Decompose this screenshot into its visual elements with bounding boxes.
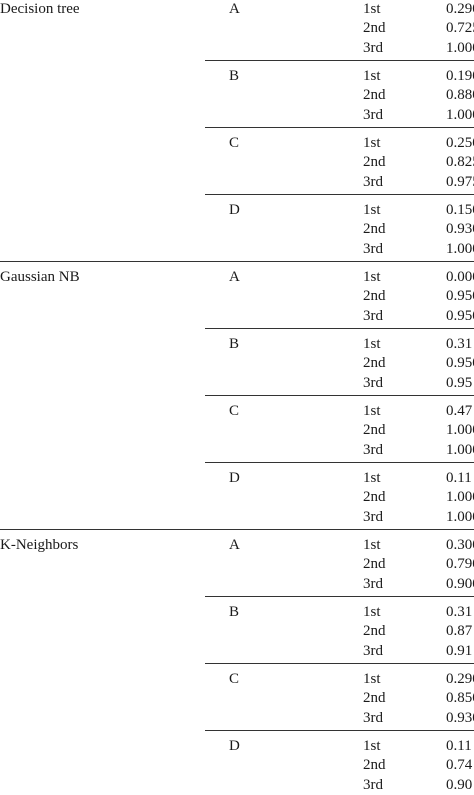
score-value: 0.725 [446, 20, 474, 37]
model-name: Gaussian NB [0, 268, 80, 285]
rank-label: 3rd [363, 240, 383, 257]
rank-label: 1st [363, 1, 381, 17]
rank-label: 1st [363, 737, 381, 754]
rank-label: 3rd [363, 642, 383, 659]
rank-label: 3rd [363, 106, 383, 123]
group-divider [205, 193, 474, 195]
rank-label: 2nd [363, 623, 386, 640]
rank-label: 3rd [363, 39, 383, 56]
group-label: B [229, 603, 240, 620]
group-divider [205, 327, 474, 329]
group-label: A [229, 536, 240, 553]
score-value: 1.000 [446, 39, 474, 56]
rank-label: 2nd [363, 288, 386, 305]
model-name: Decision tree [0, 1, 80, 17]
score-value: 0.91 [446, 642, 473, 659]
score-value: 0.290 [446, 670, 474, 687]
score-value: 0.790 [446, 556, 474, 573]
group-label: D [229, 469, 240, 486]
rank-label: 2nd [363, 489, 386, 506]
group-divider [205, 729, 474, 731]
group-label: B [229, 335, 240, 352]
rank-label: 1st [363, 603, 381, 620]
rank-label: 1st [363, 201, 381, 218]
group-label: D [229, 201, 240, 218]
score-value: 0.47 [446, 402, 473, 419]
rank-label: 3rd [363, 374, 383, 391]
score-value: 0.850 [446, 690, 474, 707]
score-value: 0.825 [446, 154, 474, 171]
rank-label: 2nd [363, 154, 386, 171]
score-value: 1.000 [446, 422, 474, 439]
rank-label: 1st [363, 402, 381, 419]
score-value: 0.900 [446, 575, 474, 592]
score-value: 0.290 [446, 1, 474, 17]
rank-label: 2nd [363, 221, 386, 238]
score-value: 1.000 [446, 106, 474, 123]
group-label: B [229, 67, 240, 84]
rank-label: 1st [363, 134, 381, 151]
rank-label: 1st [363, 335, 381, 352]
model-divider [0, 528, 474, 530]
group-divider [205, 595, 474, 597]
score-value: 0.74 [446, 757, 473, 774]
score-value: 0.930 [446, 709, 474, 726]
score-value: 0.950 [446, 288, 474, 305]
group-divider [205, 662, 474, 664]
rank-label: 1st [363, 67, 381, 84]
score-value: 0.950 [446, 355, 474, 372]
score-value: 0.11 [446, 469, 472, 486]
score-value: 0.31 [446, 335, 473, 352]
score-value: 0.190 [446, 67, 474, 84]
score-value: 0.930 [446, 221, 474, 238]
rank-label: 3rd [363, 307, 383, 324]
score-value: 1.000 [446, 441, 474, 458]
rank-label: 2nd [363, 757, 386, 774]
score-value: 1.000 [446, 240, 474, 257]
rank-label: 2nd [363, 355, 386, 372]
score-value: 0.300 [446, 536, 474, 553]
group-label: C [229, 402, 240, 419]
score-value: 0.90 [446, 776, 473, 793]
rank-label: 2nd [363, 20, 386, 37]
rank-label: 2nd [363, 87, 386, 104]
group-divider [205, 59, 474, 61]
model-divider [0, 260, 474, 262]
model-name: K-Neighbors [0, 536, 79, 553]
rank-label: 3rd [363, 709, 383, 726]
score-value: 0.250 [446, 134, 474, 151]
score-value: 0.880 [446, 87, 474, 104]
rank-label: 2nd [363, 422, 386, 439]
rank-label: 3rd [363, 575, 383, 592]
rank-label: 2nd [363, 556, 386, 573]
rank-label: 2nd [363, 690, 386, 707]
score-value: 0.95 [446, 374, 473, 391]
score-value: 0.975 [446, 173, 474, 190]
group-label: C [229, 134, 240, 151]
group-label: A [229, 1, 240, 17]
rank-label: 1st [363, 670, 381, 687]
score-value: 0.150 [446, 201, 474, 218]
score-value: 0.87 [446, 623, 473, 640]
group-divider [205, 394, 474, 396]
rank-label: 1st [363, 536, 381, 553]
rank-label: 3rd [363, 173, 383, 190]
score-value: 0.11 [446, 737, 472, 754]
rank-label: 3rd [363, 776, 383, 793]
group-divider [205, 461, 474, 463]
rank-label: 1st [363, 268, 381, 285]
group-divider [205, 126, 474, 128]
score-value: 0.31 [446, 603, 473, 620]
rank-label: 3rd [363, 508, 383, 525]
group-label: A [229, 268, 240, 285]
score-value: 0.950 [446, 307, 474, 324]
group-label: C [229, 670, 240, 687]
rank-label: 1st [363, 469, 381, 486]
score-value: 0.000 [446, 268, 474, 285]
score-value: 1.000 [446, 508, 474, 525]
score-value: 1.000 [446, 489, 474, 506]
rank-label: 3rd [363, 441, 383, 458]
group-label: D [229, 737, 240, 754]
